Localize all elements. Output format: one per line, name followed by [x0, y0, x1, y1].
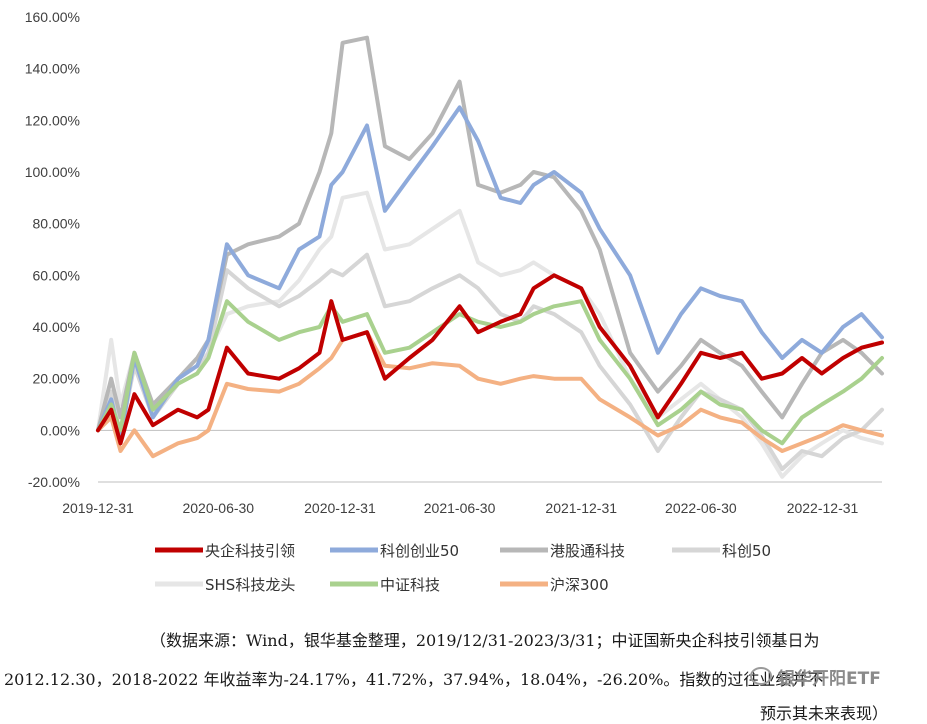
series-line-3 [96, 252, 884, 472]
x-tick-label: 2022-12-31 [787, 500, 859, 516]
wechat-icon [750, 667, 772, 685]
y-tick-label: 0.00% [40, 422, 80, 438]
series-line-1 [96, 105, 884, 441]
y-tick-label: -20.00% [28, 474, 80, 490]
legend-label: 科创50 [722, 542, 771, 560]
series-line-6 [96, 330, 884, 459]
y-tick-label: 40.00% [33, 319, 80, 335]
y-tick-label: 20.00% [33, 371, 80, 387]
wechat-watermark: 银华开阳ETF [750, 662, 920, 690]
source-note-line-2: 2012.12.30，2018-2022 年收益率为-24.17%，41.72%… [4, 670, 824, 689]
x-axis: 2019-12-31 2020-06-30 2020-12-31 2021-06-30… [62, 429, 882, 516]
y-tick-label: 140.00% [25, 61, 80, 77]
x-tick-label: 2021-06-30 [424, 500, 496, 516]
series-line-0 [96, 273, 884, 446]
source-note-line-3: 预示其未来表现） [760, 704, 889, 723]
y-axis: -20.00% 0.00% 20.00% 40.00% 60.00% 80.00% 100.… [25, 9, 80, 490]
legend-label: 港股通科技 [550, 542, 625, 560]
plot-area [96, 35, 884, 479]
y-tick-label: 80.00% [33, 216, 80, 232]
x-tick-label: 2021-12-31 [545, 500, 617, 516]
legend: 央企科技引领 科创创业50 港股通科技 科创50 SHS科技龙头 中证科技 沪深300 [155, 542, 771, 594]
legend-label: 科创创业50 [380, 542, 459, 560]
y-tick-label: 160.00% [25, 9, 80, 25]
y-tick-label: 60.00% [33, 267, 80, 283]
legend-label: 央企科技引领 [205, 542, 295, 560]
legend-label: SHS科技龙头 [205, 576, 295, 594]
legend-label: 沪深300 [550, 576, 609, 594]
watermark-text: 银华开阳ETF [778, 668, 881, 689]
legend-label: 中证科技 [380, 576, 440, 594]
y-tick-label: 120.00% [25, 112, 80, 128]
x-tick-label: 2022-06-30 [665, 500, 737, 516]
y-tick-label: 100.00% [25, 164, 80, 180]
x-tick-label: 2020-06-30 [182, 500, 254, 516]
line-chart: -20.00% 0.00% 20.00% 40.00% 60.00% 80.00% 100.… [25, 9, 884, 594]
source-note-line-1: （数据来源：Wind，银华基金整理，2019/12/31-2023/3/31；中… [150, 631, 820, 650]
x-tick-label: 2019-12-31 [62, 500, 134, 516]
x-tick-label: 2020-12-31 [304, 500, 376, 516]
series-line-2 [96, 35, 884, 433]
